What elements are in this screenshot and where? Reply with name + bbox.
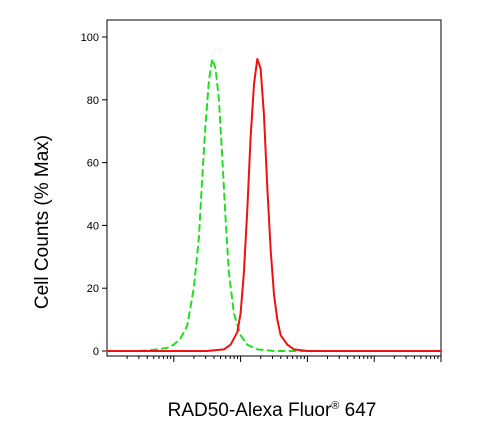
- x-axis-title-main: RAD50-Alexa Fluor: [168, 400, 332, 421]
- y-tick-label: 100: [81, 32, 99, 44]
- y-axis-title: Cell Counts (% Max): [32, 135, 53, 309]
- y-tick-label: 80: [87, 95, 99, 107]
- plot-frame-border: [106, 19, 442, 357]
- control-histogram-line: [106, 58, 442, 352]
- y-tick-label: 0: [93, 346, 99, 358]
- registered-mark: ®: [331, 400, 339, 412]
- y-tick-label: 40: [87, 220, 99, 232]
- y-tick-label: 60: [87, 158, 99, 170]
- y-tick-label: 20: [87, 283, 99, 295]
- x-axis-title-suffix: 647: [339, 400, 376, 421]
- x-axis-title: RAD50-Alexa Fluor® 647: [168, 400, 377, 421]
- sample-histogram-line: [106, 58, 442, 352]
